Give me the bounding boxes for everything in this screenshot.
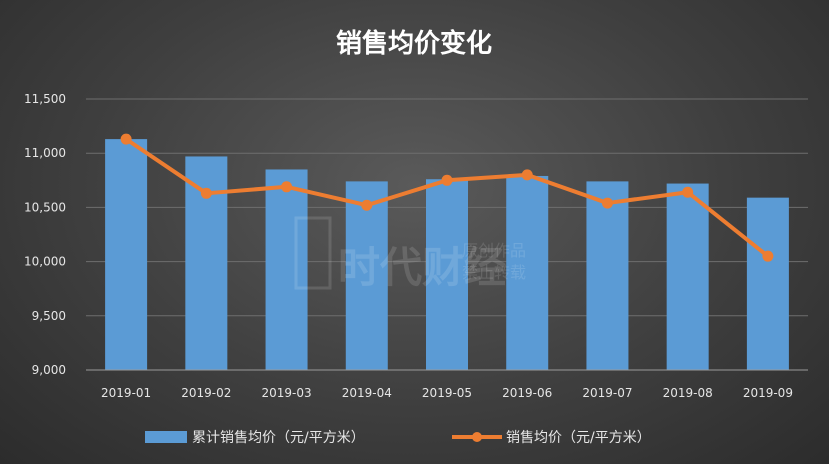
line-point [361,199,373,211]
y-tick-label: 10,500 [24,200,66,214]
x-tick-label: 2019-07 [582,386,632,400]
y-tick-label: 9,500 [32,309,66,323]
x-tick-label: 2019-09 [743,386,793,400]
bar [586,181,629,370]
x-tick-label: 2019-02 [181,386,231,400]
y-tick-label: 11,500 [24,92,66,106]
line-point [441,174,453,186]
x-tick-label: 2019-08 [663,386,713,400]
line-point [521,169,533,181]
bar [265,169,308,370]
line-point [120,133,132,145]
bar [746,197,789,370]
legend-line-marker [472,432,482,442]
line-layer [120,133,774,262]
watermark-line1: 原创作品 [462,241,526,260]
line-point [281,181,293,193]
line-point [682,186,694,198]
y-tick-label: 11,000 [24,146,66,160]
bar [345,181,388,370]
bar [105,139,148,370]
watermark: 时代财经 原创作品 禁止转载 [294,216,526,292]
y-tick-label: 10,000 [24,255,66,269]
x-tick-label: 2019-01 [101,386,151,400]
legend-bar-label: 累计销售均价（元/平方米） [192,430,365,446]
bar [426,179,468,370]
line-point [601,197,613,209]
line-point [200,187,212,199]
bar [666,183,709,370]
line-point [762,250,774,262]
x-tick-label: 2019-05 [422,386,472,400]
axis-layer: 9,000 9,500 10,000 10,500 11,000 11,500 2019-0… [24,92,808,400]
watermark-logo-frame [294,216,332,290]
y-tick-label: 9,000 [32,363,66,377]
watermark-logo: 时代财经 [338,243,506,292]
bar-layer [105,139,789,370]
x-tick-label: 2019-04 [342,386,392,400]
bar [506,175,549,370]
x-tick-label: 2019-03 [261,386,311,400]
legend: 累计销售均价（元/平方米） 销售均价（元/平方米） [145,430,651,446]
chart-title: 销售均价变化 [336,28,492,59]
legend-bar-swatch [145,431,187,443]
watermark-line2: 禁止转载 [462,263,526,282]
legend-line-label: 销售均价（元/平方米） [506,430,651,446]
x-tick-label: 2019-06 [502,386,552,400]
